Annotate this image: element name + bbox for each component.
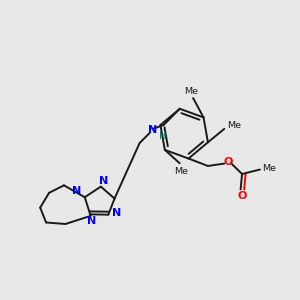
Text: O: O — [224, 157, 233, 167]
Text: N: N — [72, 186, 81, 196]
Text: N: N — [112, 208, 121, 218]
Text: H: H — [159, 130, 166, 140]
Text: N: N — [87, 216, 96, 226]
Text: Me: Me — [262, 164, 276, 172]
Text: N: N — [148, 124, 158, 135]
Text: O: O — [237, 191, 247, 201]
Text: Me: Me — [227, 122, 241, 130]
Text: Me: Me — [184, 87, 198, 96]
Text: N: N — [99, 176, 108, 186]
Text: Me: Me — [174, 167, 188, 176]
